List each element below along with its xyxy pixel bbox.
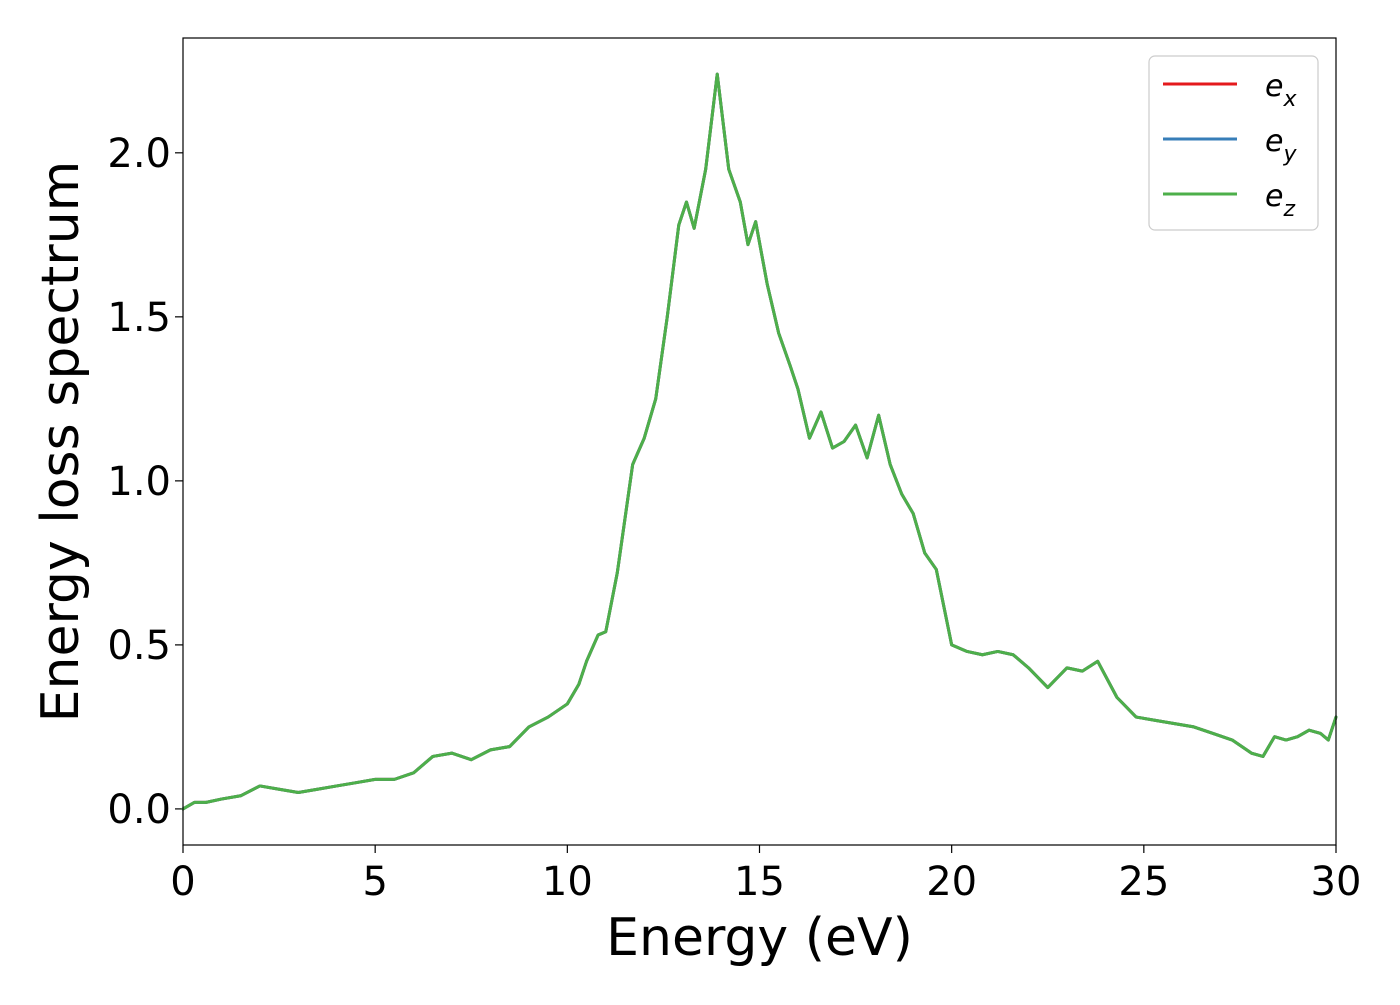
y-tick-label: 1.0 (107, 459, 171, 505)
legend-label-z: ez (1265, 179, 1295, 222)
plot-area-frame (182, 37, 1337, 846)
x-tick-label: 30 (1311, 859, 1362, 905)
x-tick-label: 5 (362, 859, 387, 905)
x-tick-label: 10 (542, 859, 593, 905)
x-tick-label: 15 (734, 859, 785, 905)
y-tick-label: 0.5 (107, 623, 171, 669)
y-tick-label: 0.0 (107, 787, 171, 833)
legend-label-y: ey (1265, 124, 1297, 167)
y-tick-label: 2.0 (107, 131, 171, 177)
x-tick-label: 20 (926, 859, 977, 905)
series-lines (181, 72, 1338, 811)
y-tick-label: 1.5 (107, 295, 171, 341)
y-ticks: 0.0 0.5 1.0 1.5 2.0 (107, 131, 183, 833)
x-tick-label: 25 (1118, 859, 1169, 905)
y-axis-title: Energy loss spectrum (31, 161, 91, 723)
legend: ex ey ez (1148, 55, 1319, 231)
x-axis-title: Energy (eV) (606, 908, 913, 968)
legend-label-x: ex (1265, 69, 1297, 112)
series-line-z (181, 72, 1338, 811)
x-tick-label: 0 (170, 859, 195, 905)
legend-box (1148, 55, 1319, 231)
x-ticks: 0 5 10 15 20 25 30 (170, 845, 1361, 905)
